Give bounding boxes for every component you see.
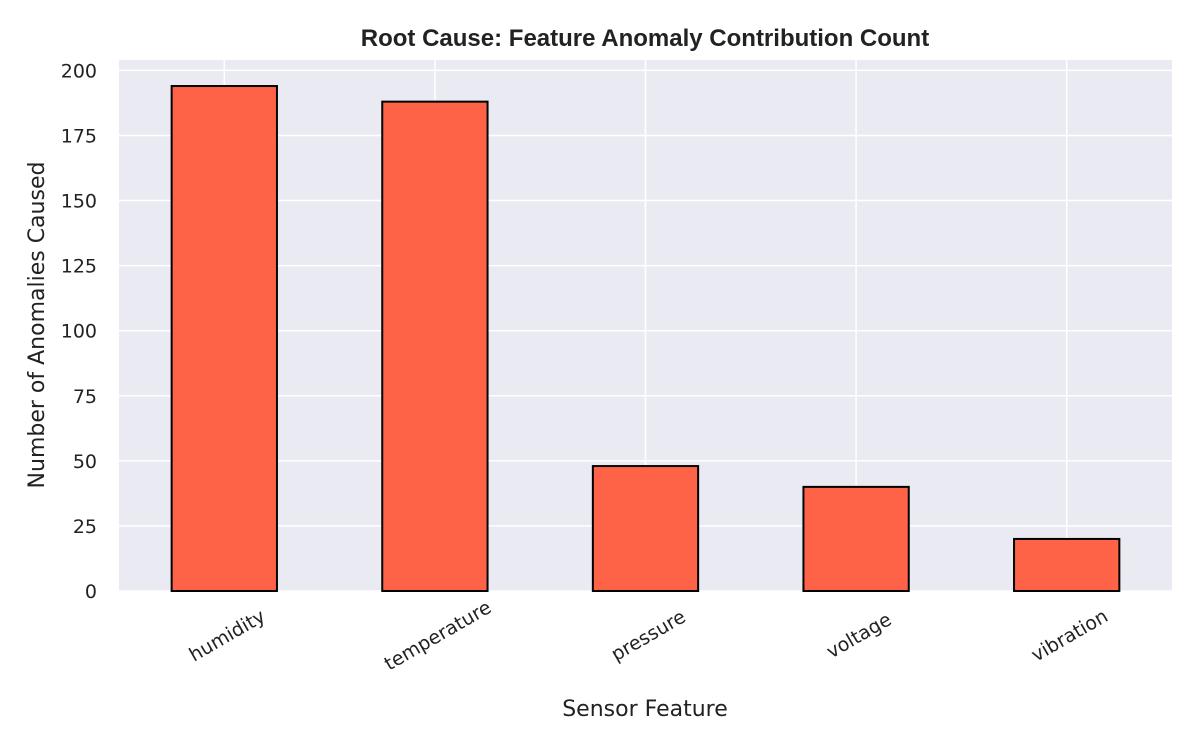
bar-temperature bbox=[381, 100, 489, 592]
x-tick-labels: humidity temperature pressure voltage vibrat… bbox=[185, 596, 1111, 675]
y-tick-label-4: 100 bbox=[61, 321, 97, 343]
x-tick-label-pressure: pressure bbox=[607, 606, 689, 666]
bar-vibration bbox=[1013, 537, 1121, 592]
y-tick-label-2: 50 bbox=[73, 451, 97, 473]
y-tick-label-8: 200 bbox=[61, 60, 97, 82]
chart-title: Root Cause: Feature Anomaly Contribution… bbox=[361, 25, 929, 52]
x-tick-label-humidity: humidity bbox=[185, 605, 269, 666]
y-tick-label-7: 175 bbox=[61, 125, 97, 147]
bar-voltage bbox=[802, 485, 910, 592]
y-tick-label-6: 150 bbox=[61, 191, 97, 213]
y-tick-label-3: 75 bbox=[73, 386, 97, 408]
x-tick-label-temperature: temperature bbox=[381, 596, 495, 675]
y-tick-label-0: 0 bbox=[85, 581, 97, 603]
bar-pressure bbox=[591, 465, 700, 593]
y-tick-label-1: 25 bbox=[73, 516, 97, 538]
x-axis-label: Sensor Feature bbox=[562, 697, 728, 722]
y-tick-label-5: 125 bbox=[61, 256, 97, 278]
y-axis-label: Number of Anomalies Caused bbox=[25, 162, 50, 489]
x-tick-label-voltage: voltage bbox=[823, 609, 895, 664]
bars bbox=[170, 85, 1121, 593]
bar-humidity bbox=[170, 85, 278, 592]
x-tick-label-vibration: vibration bbox=[1028, 605, 1112, 666]
y-tick-labels: 0 25 50 75 100 125 150 175 200 bbox=[61, 60, 97, 603]
